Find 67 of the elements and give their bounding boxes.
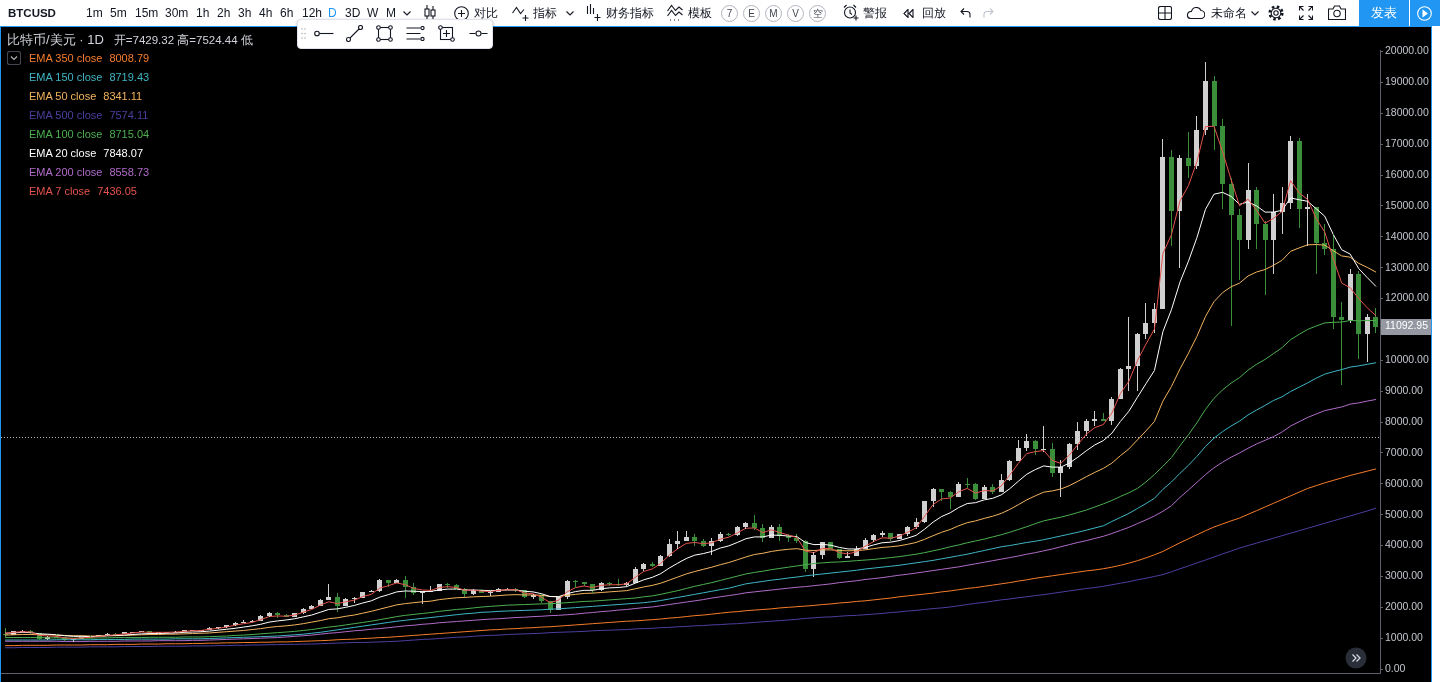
annotation: 8719.43 xyxy=(109,71,150,83)
y-tick-label: 19000.00 xyxy=(1385,75,1429,88)
text: 11092.95 xyxy=(1385,319,1429,332)
text: 对比 xyxy=(474,5,498,21)
y-tick-label: 9000.00 xyxy=(1385,384,1424,397)
text: BTCUSD xyxy=(8,6,56,21)
y-tick-label: 12000.00 xyxy=(1385,291,1429,304)
text: W xyxy=(367,5,379,21)
y-tick-label: 5000.00 xyxy=(1385,507,1424,520)
y-tick-label: 16000.00 xyxy=(1385,167,1429,180)
text: EMA 350 close xyxy=(29,52,103,64)
text: 3h xyxy=(238,5,252,21)
y-tick-label: 1000.00 xyxy=(1385,631,1424,644)
text: 6h xyxy=(280,5,294,21)
text: V xyxy=(787,5,804,22)
text: E xyxy=(743,5,760,22)
y-tick-label: 0.00 xyxy=(1385,661,1406,674)
y-tick-label: 3000.00 xyxy=(1385,569,1424,582)
annotation: 8008.79 xyxy=(109,52,150,64)
text: EMA 50 close xyxy=(29,90,97,102)
y-tick-label: 17000.00 xyxy=(1385,137,1429,150)
text: 财务指标 xyxy=(606,5,654,21)
annotation: 7574.11 xyxy=(109,109,149,121)
text: 1h xyxy=(196,5,210,21)
text: EMA 150 close xyxy=(29,71,103,83)
annotation: 7848.07 xyxy=(103,147,144,159)
text: 12h xyxy=(302,5,323,21)
text: 未命名 xyxy=(1211,5,1247,21)
y-tick-label: 7000.00 xyxy=(1385,445,1424,458)
text: 3D xyxy=(345,5,361,21)
y-tick-label: 18000.00 xyxy=(1385,106,1429,119)
text: 空 xyxy=(809,5,826,22)
text: 30m xyxy=(165,5,189,21)
annotation: 8341.11 xyxy=(103,90,143,102)
text: 4h xyxy=(259,5,273,21)
annotation: 8558.73 xyxy=(109,166,150,178)
text: 2h xyxy=(217,5,231,21)
chart-title: 比特币/美元 · 1D xyxy=(7,32,104,47)
text: EMA 100 close xyxy=(29,128,103,140)
annotation: 8715.04 xyxy=(109,128,150,140)
y-tick-label: 15000.00 xyxy=(1385,198,1429,211)
text: 指标 xyxy=(533,5,557,21)
text: D xyxy=(328,5,337,21)
y-tick-label: 20000.00 xyxy=(1385,44,1429,57)
y-tick-label: 10000.00 xyxy=(1385,353,1429,366)
text: 模板 xyxy=(688,5,712,21)
text: 警报 xyxy=(863,5,887,21)
text: 7 xyxy=(721,5,738,22)
text: M xyxy=(386,5,396,21)
text: 1m xyxy=(86,5,103,21)
text: EMA 20 close xyxy=(29,147,97,159)
y-tick-label: 6000.00 xyxy=(1385,476,1424,489)
text: 发表 xyxy=(1371,5,1397,21)
y-tick-label: 14000.00 xyxy=(1385,229,1429,242)
text: EMA 200 close xyxy=(29,166,103,178)
y-tick-label: 8000.00 xyxy=(1385,414,1424,427)
text: M xyxy=(765,5,782,22)
chart-subtitle: 开=7429.32 高=7524.44 低 xyxy=(113,34,253,46)
y-tick-label: 2000.00 xyxy=(1385,600,1424,613)
text: 15m xyxy=(135,5,159,21)
y-tick-label: 13000.00 xyxy=(1385,260,1429,273)
text: EMA 7 close xyxy=(29,185,91,197)
text: 5m xyxy=(110,5,127,21)
text: 回放 xyxy=(922,5,946,21)
text: EMA 500 close xyxy=(29,109,103,121)
y-tick-label: 4000.00 xyxy=(1385,538,1424,551)
annotation: 7436.05 xyxy=(97,185,137,197)
